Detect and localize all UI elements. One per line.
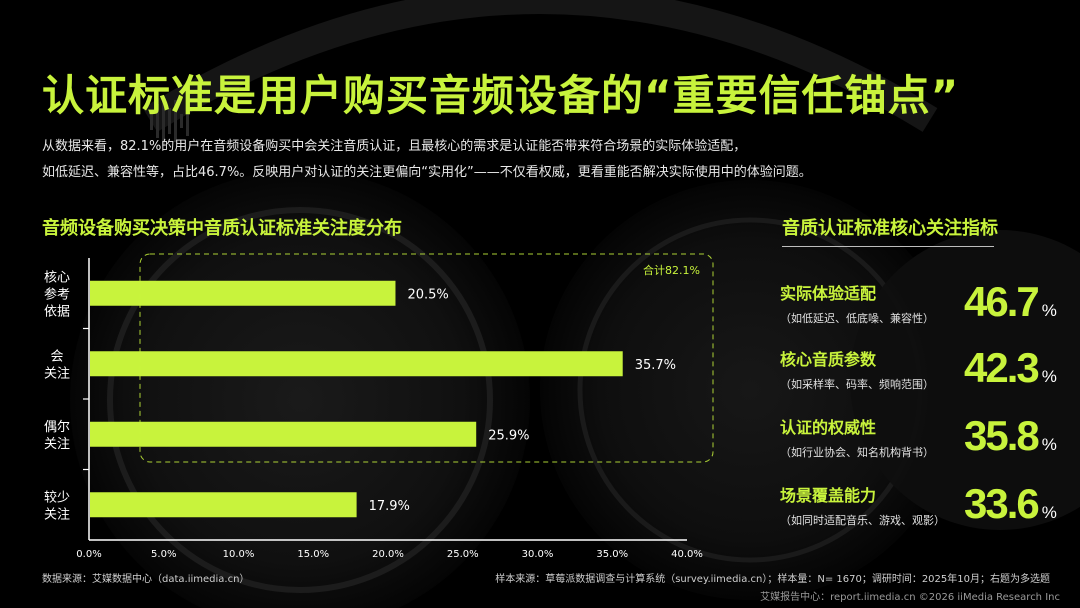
bar-value-label: 17.9% <box>369 499 410 514</box>
category-label: 核心 <box>44 270 70 285</box>
metric-description: （如低延迟、低底噪、兼容性） <box>780 312 934 325</box>
metric-unit: % <box>1041 503 1057 522</box>
metric-name: 场景覆盖能力 <box>780 486 877 505</box>
metric-description: （如同时适配音乐、游戏、观影） <box>780 514 945 527</box>
metric-name: 认证的权威性 <box>780 418 877 437</box>
metric-number: 42.3 <box>964 344 1040 391</box>
metric-value: 42.3% <box>964 344 1057 392</box>
metric-number: 33.6 <box>964 480 1040 527</box>
category-label: 会 <box>50 349 63 364</box>
category-label: 关注 <box>44 437 70 452</box>
metrics-panel-title: 音质认证标准核心关注指标 <box>782 218 998 239</box>
bar <box>90 492 357 518</box>
metric-number: 46.7 <box>964 278 1040 325</box>
total-annotation-label: 合计82.1% <box>643 263 700 277</box>
bar-value-label: 35.7% <box>635 358 676 373</box>
x-tick-label: 35.0% <box>596 549 628 560</box>
bar-value-label: 25.9% <box>488 428 529 443</box>
description-line-1: 从数据来看，82.1%的用户在音频设备购买中会关注音质认证，且最核心的需求是认证… <box>42 139 747 154</box>
x-tick-label: 10.0% <box>223 549 255 560</box>
metric-item: 场景覆盖能力 （如同时适配音乐、游戏、观影） 33.6% <box>780 480 1057 546</box>
brand-watermark: 艾媒报告中心：report.iimedia.cn ©2026 iiMedia R… <box>760 592 1060 603</box>
metric-name: 核心音质参数 <box>780 350 877 369</box>
x-tick-label: 0.0% <box>76 549 101 560</box>
sample-source: 样本来源：草莓派数据调查与计算系统（survey.iimedia.cn）；样本量… <box>495 574 1050 585</box>
metric-value: 35.8% <box>964 412 1057 460</box>
page-title: 认证标准是用户购买音频设备的“重要信任锚点” <box>42 71 960 120</box>
x-tick-label: 15.0% <box>297 549 329 560</box>
category-label: 关注 <box>44 507 70 522</box>
metric-value: 46.7% <box>964 278 1057 326</box>
description-line-2: 如低延迟、兼容性等，占比46.7%。反映用户对认证的关注更偏向“实用化”——不仅… <box>42 165 812 180</box>
data-source: 数据来源：艾媒数据中心（data.iimedia.cn） <box>42 574 250 585</box>
chart-title: 音频设备购买决策中音质认证标准关注度分布 <box>42 218 402 239</box>
metric-description: （如行业协会、知名机构背书） <box>780 446 934 459</box>
bar <box>90 351 623 377</box>
metric-unit: % <box>1041 301 1057 320</box>
bar <box>90 421 477 447</box>
bar-value-label: 20.5% <box>407 287 448 302</box>
x-tick-label: 25.0% <box>447 549 479 560</box>
x-tick-label: 30.0% <box>522 549 554 560</box>
x-tick-label: 5.0% <box>151 549 176 560</box>
metric-unit: % <box>1041 435 1057 454</box>
category-label: 较少 <box>44 490 70 505</box>
category-label: 偶尔 <box>44 420 70 435</box>
metric-unit: % <box>1041 367 1057 386</box>
metric-name: 实际体验适配 <box>780 284 877 303</box>
category-label: 参考 <box>44 286 70 302</box>
bar <box>90 280 396 306</box>
total-annotation-box <box>139 253 714 463</box>
category-label: 依据 <box>44 304 70 319</box>
metric-description: （如采样率、码率、频响范围） <box>780 378 934 391</box>
metric-item: 认证的权威性 （如行业协会、知名机构背书） 35.8% <box>780 412 1057 478</box>
metric-number: 35.8 <box>964 412 1040 459</box>
category-label: 关注 <box>44 366 70 381</box>
metric-value: 33.6% <box>964 480 1057 528</box>
x-tick-label: 20.0% <box>372 549 404 560</box>
x-tick-label: 40.0% <box>671 549 703 560</box>
metric-item: 核心音质参数 （如采样率、码率、频响范围） 42.3% <box>780 344 1057 410</box>
metrics-panel-divider <box>782 246 994 247</box>
description: 从数据来看，82.1%的用户在音频设备购买中会关注音质认证，且最核心的需求是认证… <box>42 134 1042 186</box>
metric-item: 实际体验适配 （如低延迟、低底噪、兼容性） 46.7% <box>780 278 1057 344</box>
